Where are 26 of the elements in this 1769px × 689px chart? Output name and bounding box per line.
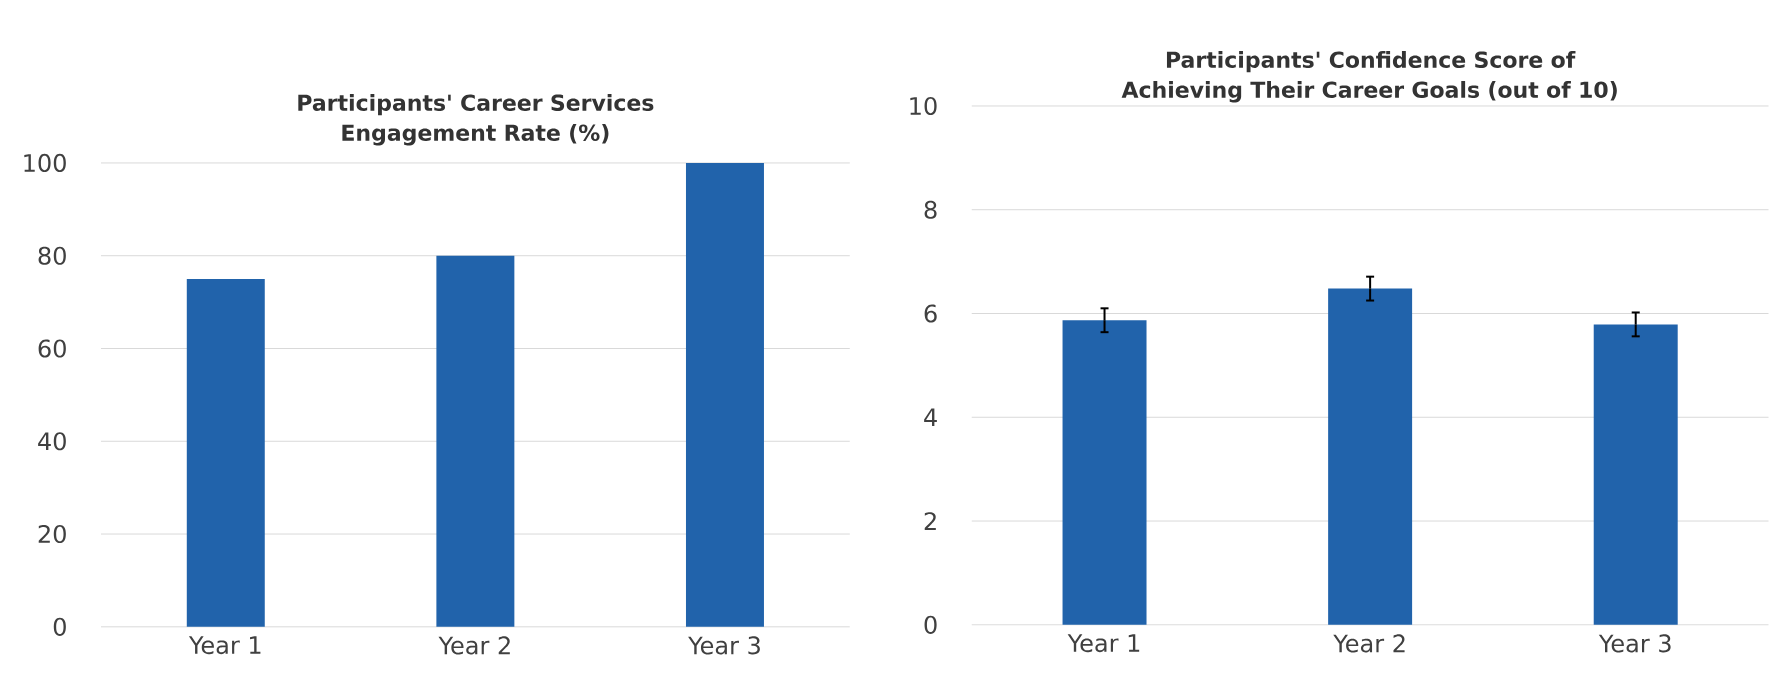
y-tick-label: 20 xyxy=(38,525,66,544)
x-tick-label: Year 3 xyxy=(1598,634,1671,653)
chart-title: Participants' Career Services Engagement Rate (%) xyxy=(298,94,654,146)
x-tick-label: Year 2 xyxy=(438,636,510,655)
bar xyxy=(186,279,265,627)
y-tick-label: 60 xyxy=(38,339,66,358)
bar xyxy=(1328,288,1413,625)
y-tick-label: 0 xyxy=(924,615,937,634)
y-tick-label: 40 xyxy=(38,432,66,451)
x-tick-label: Year 1 xyxy=(188,636,261,655)
bar xyxy=(685,163,764,627)
y-tick-label: 6 xyxy=(924,304,937,323)
x-tick-label: Year 3 xyxy=(688,636,760,655)
x-tick-label: Year 1 xyxy=(1067,634,1140,653)
chart-title: Participants' Confidence Score of Achieving Their Career Goals (out of 10) xyxy=(1121,51,1617,103)
y-tick-label: 4 xyxy=(924,408,937,427)
y-tick-label: 0 xyxy=(53,617,66,636)
bar xyxy=(1062,320,1147,625)
y-tick-label: 100 xyxy=(24,153,66,173)
y-tick-label: 10 xyxy=(910,96,937,116)
y-tick-label: 8 xyxy=(924,200,937,219)
bar xyxy=(1593,324,1678,625)
x-tick-label: Year 2 xyxy=(1333,634,1405,653)
y-tick-label: 2 xyxy=(924,512,936,531)
bar xyxy=(436,255,515,627)
y-tick-label: 80 xyxy=(38,246,66,265)
